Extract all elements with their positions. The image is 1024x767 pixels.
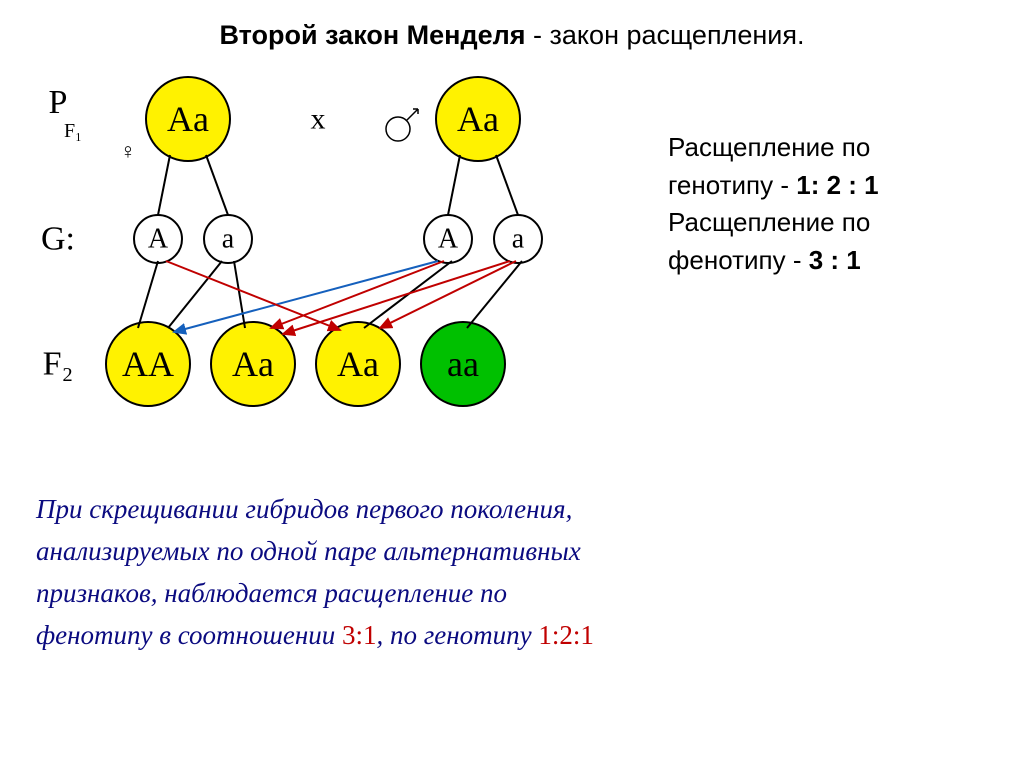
law-line4: фенотипу в соотношении 3:1, по генотипу … xyxy=(36,615,988,657)
svg-text:Aa: Aa xyxy=(337,344,379,384)
law-statement: При скрещивании гибридов первого поколен… xyxy=(28,489,996,656)
svg-text:Aa: Aa xyxy=(167,99,209,139)
svg-text:F₁: F₁ xyxy=(64,120,82,142)
svg-text:a: a xyxy=(512,224,525,255)
law-line3: признаков, наблюдается расщепление по xyxy=(36,573,988,615)
law-line1: При скрещивании гибридов первого поколен… xyxy=(36,489,988,531)
ratio-line1: Расщепление по xyxy=(668,129,879,167)
ratio-line3: Расщепление по xyxy=(668,204,879,242)
svg-text:aa: aa xyxy=(447,344,479,384)
svg-text:A: A xyxy=(148,224,169,255)
svg-text:P: P xyxy=(49,84,68,121)
page-title: Второй закон Менделя - закон расщепления… xyxy=(28,20,996,51)
svg-text:♀: ♀ xyxy=(120,139,137,164)
ratio-line4: фенотипу - 3 : 1 xyxy=(668,242,879,280)
genetics-diagram: PF₁G:F₂AaAax♀AaAaAAAaAaaa xyxy=(28,69,668,429)
diagram-region: PF₁G:F₂AaAax♀AaAaAAAaAaaa Расщепление по… xyxy=(28,69,996,449)
title-bold: Второй закон Менделя xyxy=(220,20,526,50)
svg-text:x: x xyxy=(311,103,326,136)
svg-text:F₂: F₂ xyxy=(43,346,74,383)
svg-text:Aa: Aa xyxy=(457,99,499,139)
svg-text:AA: AA xyxy=(122,344,174,384)
law-line2: анализируемых по одной паре альтернативн… xyxy=(36,531,988,573)
svg-text:Aa: Aa xyxy=(232,344,274,384)
ratio-panel: Расщепление по генотипу - 1: 2 : 1 Расще… xyxy=(668,129,879,280)
ratio-line2: генотипу - 1: 2 : 1 xyxy=(668,167,879,205)
title-rest: - закон расщепления. xyxy=(526,20,805,50)
svg-text:A: A xyxy=(438,224,459,255)
svg-text:a: a xyxy=(222,224,235,255)
svg-text:G:: G: xyxy=(41,221,75,258)
